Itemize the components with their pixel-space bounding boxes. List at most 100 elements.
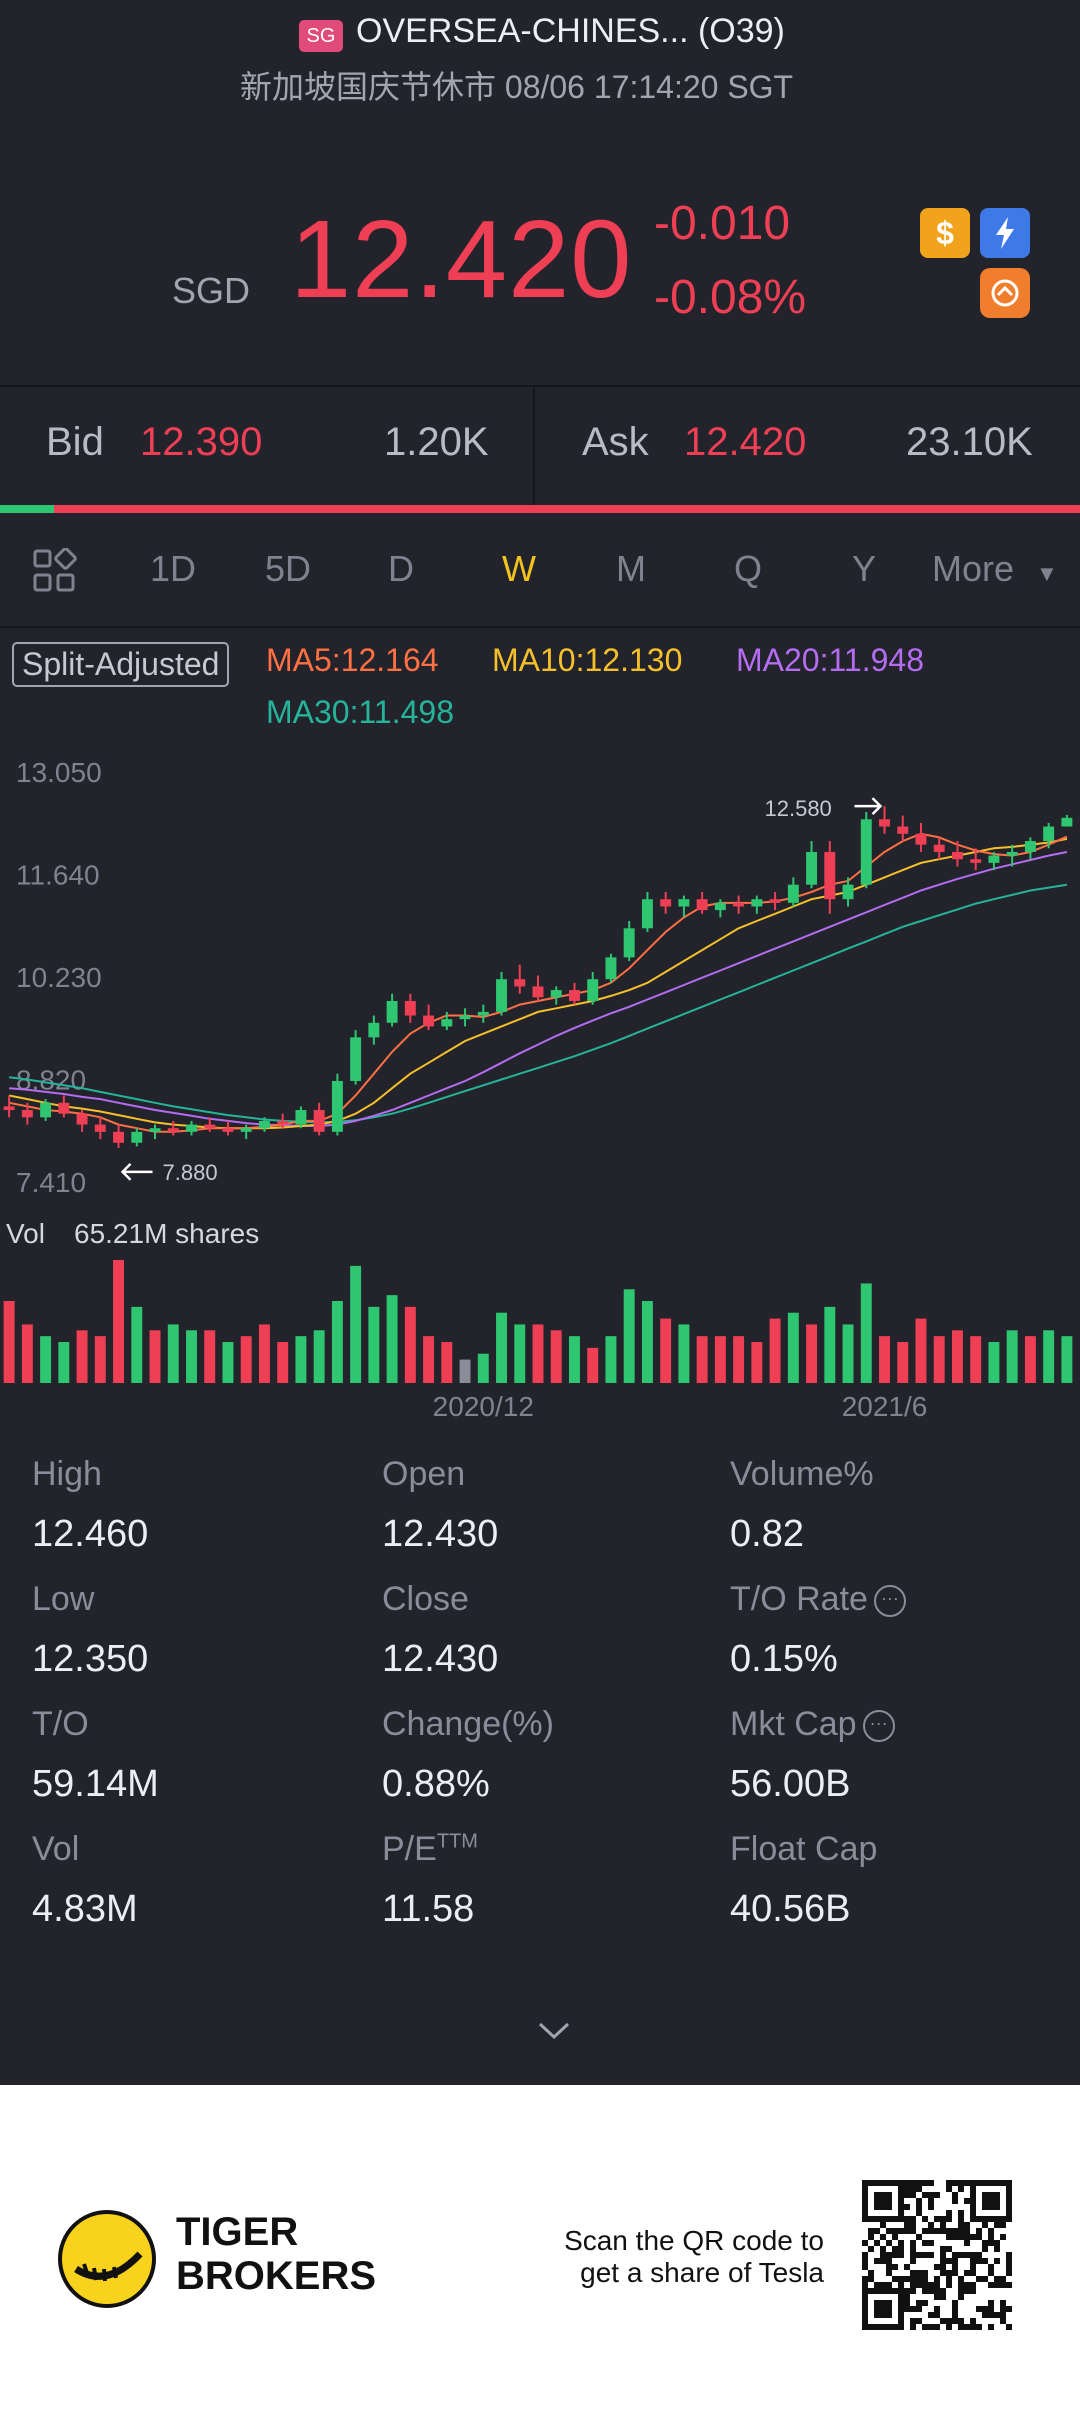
qr-module — [940, 2252, 946, 2258]
qr-module — [958, 2318, 964, 2324]
candle-body — [514, 979, 526, 987]
qr-module — [994, 2276, 1000, 2282]
tab-w[interactable]: W — [502, 548, 536, 589]
qr-module — [928, 2288, 934, 2294]
tab-more[interactable]: More ▼ — [932, 548, 1058, 590]
qr-module — [958, 2282, 964, 2288]
qr-module — [976, 2276, 982, 2282]
tab-m[interactable]: M — [616, 548, 646, 589]
qr-module — [910, 2240, 916, 2246]
stat-label: Float Cap — [730, 1830, 877, 1869]
layout-grid-icon[interactable] — [32, 547, 78, 594]
qr-code[interactable] — [862, 2180, 1012, 2330]
qr-module — [910, 2324, 916, 2330]
qr-module — [934, 2312, 940, 2318]
candle-body — [350, 1037, 362, 1081]
qr-module — [1006, 2270, 1012, 2276]
dollar-icon[interactable]: $ — [920, 208, 970, 258]
volume-bar — [1024, 1336, 1036, 1383]
qr-module — [940, 2294, 946, 2300]
qr-module — [898, 2252, 904, 2258]
candle-body — [623, 928, 635, 958]
candle-body — [714, 902, 726, 911]
candle-body — [477, 1011, 489, 1016]
qr-module — [910, 2216, 916, 2222]
x-axis-tick: 2021/6 — [842, 1391, 928, 1420]
exchange-icon[interactable] — [980, 268, 1030, 318]
high-price-marker: 12.580 — [765, 796, 832, 821]
qr-module — [964, 2288, 970, 2294]
stat-value: 56.00B — [730, 1763, 851, 1805]
volume-bar — [350, 1265, 362, 1383]
expand-chevron-icon[interactable] — [536, 2020, 572, 2047]
qr-module — [874, 2282, 880, 2288]
volume-bar — [204, 1330, 216, 1383]
qr-module — [916, 2300, 922, 2306]
volume-bar — [514, 1324, 526, 1383]
qr-module — [928, 2180, 934, 2186]
stat-value: 12.430 — [382, 1513, 499, 1555]
candle-body — [313, 1110, 325, 1132]
qr-module — [958, 2276, 964, 2282]
stat-value: 12.460 — [32, 1513, 149, 1555]
candle-body — [532, 986, 544, 998]
y-axis-tick: 11.640 — [16, 860, 100, 891]
qr-module — [898, 2282, 904, 2288]
qr-module — [1000, 2300, 1006, 2306]
candle-body — [569, 990, 580, 1001]
qr-module — [910, 2318, 916, 2324]
bolt-icon[interactable] — [980, 208, 1030, 258]
qr-module — [874, 2258, 880, 2264]
qr-module — [910, 2282, 916, 2288]
volume-bar — [678, 1324, 690, 1383]
tab-1d[interactable]: 1D — [150, 548, 197, 589]
qr-module — [970, 2234, 976, 2240]
info-icon[interactable]: ··· — [862, 1710, 895, 1743]
qr-module — [946, 2210, 952, 2216]
qr-module — [1000, 2222, 1006, 2228]
volume-bar — [94, 1336, 106, 1383]
qr-module — [910, 2276, 916, 2282]
qr-module — [976, 2228, 982, 2234]
stat-label: P/ETTM — [382, 1830, 478, 1869]
qr-module — [934, 2294, 940, 2300]
qr-module — [1000, 2234, 1006, 2240]
stat-label-text: Low — [32, 1580, 95, 1618]
info-icon[interactable]: ··· — [873, 1585, 906, 1618]
stat-value: 0.88% — [382, 1763, 490, 1805]
qr-module — [988, 2228, 994, 2234]
bid-volume: 1.20K — [384, 420, 489, 464]
qr-module — [892, 2276, 898, 2282]
volume-bar — [951, 1330, 963, 1383]
qr-module — [958, 2216, 964, 2222]
qr-module — [910, 2288, 916, 2294]
qr-module — [904, 2306, 910, 2312]
volume-bar — [1043, 1330, 1055, 1383]
qr-module — [946, 2270, 952, 2276]
qr-module — [910, 2180, 916, 2186]
tab-5d[interactable]: 5D — [265, 548, 312, 589]
bid-ratio-fill — [0, 505, 54, 513]
tab-d[interactable]: D — [388, 548, 414, 589]
qr-module — [880, 2222, 886, 2228]
candle-body — [951, 851, 963, 860]
candle-body — [204, 1124, 216, 1129]
qr-module — [946, 2276, 952, 2282]
qr-module — [904, 2276, 910, 2282]
candle-body — [696, 899, 708, 911]
qr-module — [916, 2306, 922, 2312]
tab-y[interactable]: Y — [852, 548, 877, 589]
split-adjusted-toggle[interactable]: Split-Adjusted — [12, 642, 230, 687]
qr-module — [892, 2246, 898, 2252]
volume-bar — [605, 1336, 617, 1383]
qr-module — [928, 2204, 934, 2210]
stock-title[interactable]: OVERSEA-CHINES... (O39) — [356, 12, 785, 50]
tab-q[interactable]: Q — [734, 548, 763, 589]
qr-module — [928, 2240, 934, 2246]
qr-module — [982, 2258, 988, 2264]
candle-body — [76, 1113, 88, 1125]
stat-label-text: Mkt Cap — [730, 1705, 857, 1743]
volume-bar — [787, 1312, 799, 1383]
volume-bar — [496, 1312, 507, 1383]
